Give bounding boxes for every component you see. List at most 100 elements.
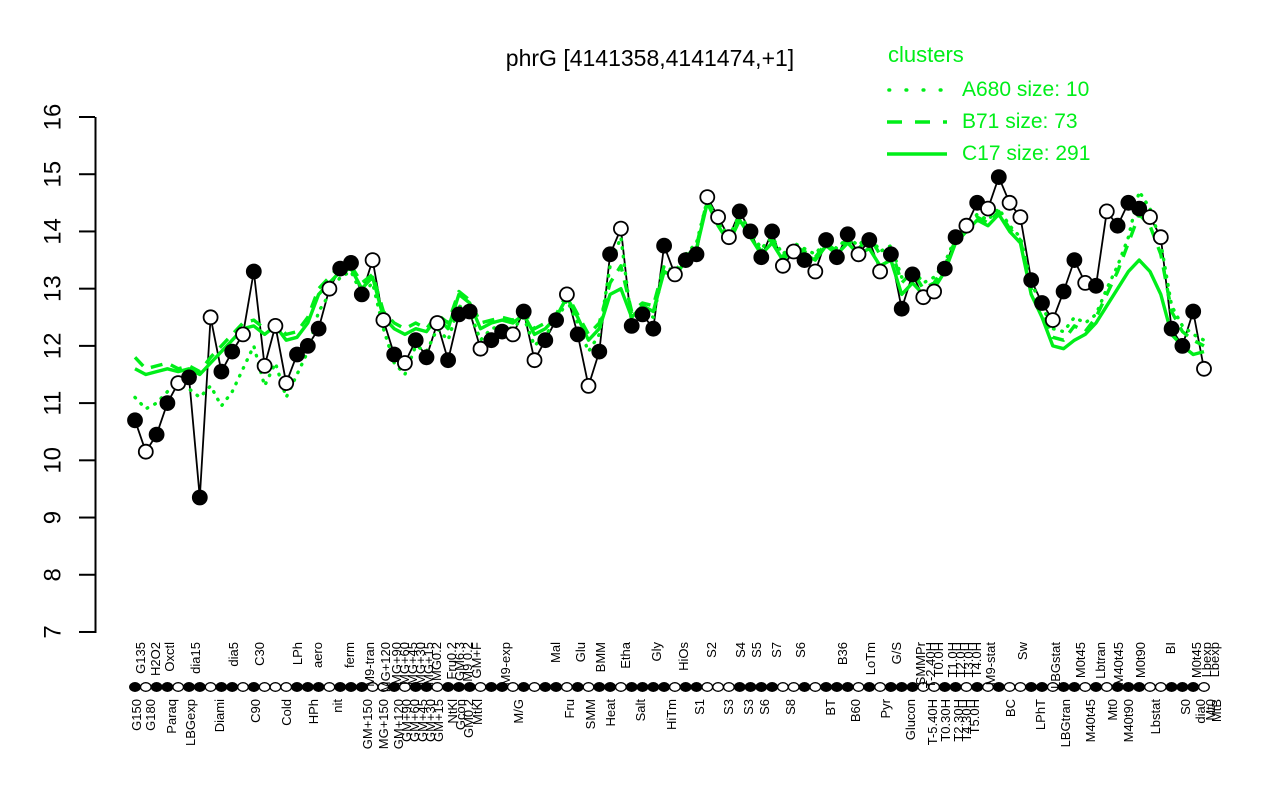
legend-line-dashed-icon: [887, 120, 947, 124]
legend: clusters A680 size: 10 B71 size: 73 C17 …: [886, 42, 1090, 170]
sample-strip-dot: [582, 682, 595, 692]
x-axis-label: T3.0H: [961, 642, 976, 677]
sample-strip-dot: [1036, 682, 1048, 692]
x-axis-label: Salt: [633, 699, 648, 722]
gene-point-open: [137, 443, 154, 460]
sample-strip-dot: [193, 682, 206, 692]
gene-point-filled: [1174, 337, 1191, 354]
x-axis-label: MG0.2: [429, 642, 444, 681]
gene-point-open: [526, 352, 543, 369]
gene-point-open: [1001, 194, 1018, 211]
legend-header: clusters: [888, 42, 964, 67]
sample-strip-dot: [1133, 682, 1146, 692]
x-axis-label: M40t45: [1083, 699, 1098, 742]
sample-strip-dot: [247, 682, 260, 692]
sample-strip-dot: [1090, 682, 1102, 692]
gene-point-filled: [1185, 303, 1202, 320]
gene-point-open: [1142, 209, 1158, 226]
gene-point-open: [472, 340, 489, 357]
x-axis-label: G180: [143, 699, 158, 731]
gene-point-filled: [947, 229, 964, 246]
gene-point-open: [1196, 360, 1212, 377]
x-axis-label: MG+45: [405, 642, 420, 685]
gene-point-open: [785, 243, 802, 260]
sample-strip-dot: [258, 682, 271, 692]
gene-point-filled: [1163, 320, 1180, 337]
legend-line-dotted-icon: [887, 88, 947, 92]
x-axis-label: B60: [848, 699, 863, 722]
y-tick-label: 11: [39, 391, 66, 416]
legend-item-label: C17 size: 291: [962, 142, 1091, 165]
gene-point-open: [699, 189, 716, 206]
x-axis-label: GM+90: [399, 699, 414, 742]
gene-point-open: [235, 326, 251, 343]
sample-strip-dot: [1014, 682, 1027, 692]
x-axis-label: MG+120: [378, 642, 393, 692]
sample-strip-dot: [1176, 682, 1189, 692]
gene-point-open: [613, 220, 629, 237]
gene-point-filled: [1109, 217, 1126, 234]
gene-point-filled: [591, 343, 608, 360]
x-axis-label: LBGtran: [1058, 699, 1073, 747]
y-tick-label: 7: [39, 625, 66, 638]
x-axis-label: MtB: [1209, 699, 1224, 722]
x-axis-label: LBGexp: [183, 699, 198, 746]
x-axis-label: C90: [248, 699, 263, 723]
x-axis-label: T-5.40H: [925, 699, 940, 745]
sample-strip-dot: [874, 682, 887, 692]
x-axis-label: M0t45: [1073, 642, 1088, 678]
x-axis-label: Pyr: [878, 698, 893, 718]
x-axis-label: MG+150: [376, 699, 391, 749]
y-tick-label: 14: [39, 218, 66, 245]
x-axis-label: T4.30H: [959, 699, 974, 742]
chart-title: phrG [4141358,4141474,+1]: [505, 45, 795, 71]
gene-point-filled: [1023, 272, 1040, 289]
gene-point-filled: [764, 223, 780, 240]
gene-point-filled: [148, 426, 165, 443]
x-axis-label: Lbtran: [1093, 642, 1108, 679]
x-axis-label: HPh: [306, 699, 321, 724]
gene-point-filled: [861, 232, 878, 248]
x-axis-label: NtKl: [445, 699, 460, 724]
sample-strip-dot: [679, 682, 692, 692]
sample-strip-dot: [712, 682, 725, 692]
sample-strip-dot: [1003, 682, 1016, 692]
x-axis-label: Lbexp: [1207, 642, 1222, 677]
x-axis-label: MtKl: [470, 699, 485, 725]
x-axis-label: Sw: [1015, 641, 1030, 660]
sample-strip-dot: [625, 682, 638, 692]
gene-point-open: [807, 263, 824, 280]
gene-point-filled: [461, 303, 478, 320]
sample-strip-dot: [1144, 682, 1156, 692]
gene-point-filled: [839, 226, 856, 243]
gene-point-filled: [245, 263, 262, 280]
legend-item: B71 size: 73: [886, 106, 1090, 138]
sample-strip-dot: [183, 682, 195, 692]
sample-strip-dot: [733, 682, 746, 692]
x-axis-label: HiTm: [664, 699, 679, 730]
gene-point-filled: [548, 312, 564, 329]
gene-point-open: [278, 375, 295, 392]
x-axis-label: S6: [793, 642, 808, 658]
gene-point-filled: [343, 254, 359, 271]
gene-point-filled: [1066, 252, 1083, 269]
x-axis-label: S3: [741, 699, 756, 715]
gene-point-open: [667, 266, 683, 283]
sample-strip-dot: [690, 682, 703, 692]
sample-strip-dot: [668, 682, 681, 692]
x-axis-label: T1.0H: [945, 642, 960, 677]
sample-strip-dot: [798, 682, 811, 692]
sample-strip-dot: [269, 682, 282, 692]
gene-point-filled: [418, 349, 435, 366]
sample-strip-dot: [560, 682, 573, 692]
x-axis-label: M40t90: [1121, 699, 1136, 742]
y-tick-label: 8: [39, 568, 66, 581]
x-axis-label: G135: [133, 642, 148, 674]
sample-strip-dot: [755, 682, 768, 692]
sample-strip-dot: [1068, 682, 1081, 692]
sample-strip-dot: [150, 682, 163, 692]
gene-point-open: [1152, 229, 1169, 246]
x-axis-label: LPh: [290, 642, 305, 665]
legend-item: C17 size: 291: [886, 138, 1090, 170]
